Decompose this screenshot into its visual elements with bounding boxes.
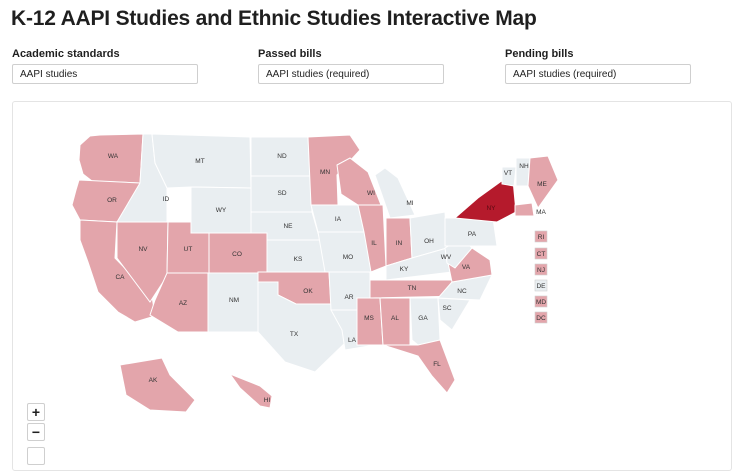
state-label-id: ID	[163, 196, 170, 203]
small-state-box-nj[interactable]	[534, 263, 548, 276]
state-label-la: LA	[348, 337, 357, 344]
state-label-wi: WI	[367, 190, 375, 197]
small-state-box-de[interactable]	[534, 279, 548, 292]
state-label-mn: MN	[320, 169, 330, 176]
state-mi[interactable]	[374, 167, 416, 219]
state-label-hi: HI	[264, 397, 271, 404]
small-state-label-nj: NJ	[537, 267, 545, 274]
passed-bills-label: Passed bills	[258, 48, 322, 60]
state-label-il: IL	[371, 240, 377, 247]
state-il[interactable]	[357, 204, 387, 273]
state-wi[interactable]	[336, 157, 382, 206]
small-state-label-de: DE	[536, 283, 546, 290]
small-state-box-ct[interactable]	[534, 247, 548, 260]
pending-bills-label: Pending bills	[505, 48, 574, 60]
state-label-sd: SD	[277, 190, 286, 197]
state-label-pa: PA	[468, 231, 477, 238]
state-label-fl: FL	[433, 361, 441, 368]
zoom-in-button[interactable]: +	[27, 403, 45, 421]
state-label-nc: NC	[457, 288, 467, 295]
state-ma[interactable]	[514, 202, 535, 217]
state-label-ar: AR	[344, 294, 353, 301]
state-me[interactable]	[527, 155, 559, 209]
home-extent-button[interactable]	[27, 447, 45, 465]
state-label-ks: KS	[294, 256, 303, 263]
state-label-tn: TN	[408, 285, 417, 292]
passed-bills-filter: Passed bills AAPI studies (required)	[258, 48, 444, 84]
state-label-vt: VT	[504, 170, 512, 177]
state-hi[interactable]	[228, 372, 273, 409]
page-title: K-12 AAPI Studies and Ethnic Studies Int…	[11, 7, 537, 30]
state-ak[interactable]	[119, 357, 196, 413]
state-label-az: AZ	[179, 300, 187, 307]
state-label-nv: NV	[138, 246, 148, 253]
state-label-nh: NH	[519, 163, 529, 170]
zoom-out-button[interactable]: −	[27, 423, 45, 441]
state-label-ms: MS	[364, 315, 374, 322]
state-ny[interactable]	[453, 179, 517, 223]
state-label-sc: SC	[442, 305, 451, 312]
pending-bills-select[interactable]: AAPI studies (required)	[505, 64, 691, 84]
state-label-nm: NM	[229, 297, 239, 304]
small-state-label-ct: CT	[537, 251, 546, 258]
academic-standards-select[interactable]: AAPI studies	[12, 64, 198, 84]
state-label-ok: OK	[303, 288, 313, 295]
small-state-box-md[interactable]	[534, 295, 548, 308]
state-label-or: OR	[107, 197, 117, 204]
state-label-in: IN	[396, 240, 403, 247]
state-label-me: ME	[537, 181, 547, 188]
state-label-mi: MI	[406, 200, 413, 207]
state-label-ne: NE	[283, 223, 293, 230]
state-vt[interactable]	[501, 166, 517, 187]
state-label-wy: WY	[216, 207, 227, 214]
state-label-nd: ND	[277, 153, 287, 160]
us-map[interactable]: WA OR CA NV ID MT WY UT AZ CO NM ND SD NE KS OK TX MN IA MO…	[0, 0, 745, 459]
state-label-ny: NY	[486, 205, 496, 212]
state-sc[interactable]	[437, 297, 471, 331]
academic-standards-label: Academic standards	[12, 48, 120, 60]
state-ca[interactable]	[79, 219, 156, 323]
state-label-wa: WA	[108, 153, 119, 160]
small-state-box-dc[interactable]	[534, 311, 548, 324]
state-label-mo: MO	[343, 254, 353, 261]
state-label-ma: MA	[536, 209, 546, 216]
state-label-ak: AK	[149, 377, 158, 384]
small-state-box-ri[interactable]	[534, 230, 548, 243]
small-state-label-dc: DC	[536, 315, 546, 322]
state-label-ut: UT	[184, 246, 193, 253]
state-label-ca: CA	[115, 274, 125, 281]
state-label-al: AL	[391, 315, 399, 322]
state-label-oh: OH	[424, 238, 434, 245]
state-fl[interactable]	[382, 339, 456, 394]
passed-bills-select[interactable]: AAPI studies (required)	[258, 64, 444, 84]
state-label-mt: MT	[195, 158, 204, 165]
small-state-label-md: MD	[536, 299, 546, 306]
state-label-co: CO	[232, 251, 242, 258]
small-state-label-ri: RI	[538, 234, 545, 241]
state-label-wv: WV	[441, 254, 452, 261]
state-label-ky: KY	[400, 266, 409, 273]
pending-bills-filter: Pending bills AAPI studies (required)	[505, 48, 691, 84]
state-label-va: VA	[462, 264, 471, 271]
state-label-tx: TX	[290, 331, 299, 338]
state-label-ia: IA	[335, 216, 342, 223]
academic-standards-filter: Academic standards AAPI studies	[12, 48, 198, 84]
state-label-ga: GA	[418, 315, 428, 322]
state-mo[interactable]	[317, 231, 375, 273]
